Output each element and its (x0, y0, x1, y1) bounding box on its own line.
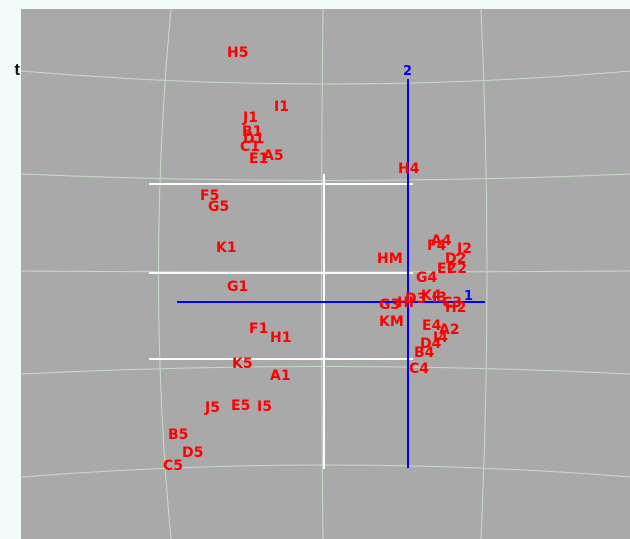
cut-off-text: t (14, 60, 20, 79)
point-label: D5 (182, 445, 204, 461)
point-label: C2 (447, 261, 468, 277)
grid-line (21, 366, 630, 375)
point-label: KM (379, 314, 404, 330)
point-label: K5 (232, 356, 253, 372)
point-label: H4 (398, 161, 420, 177)
coordinate-axes (177, 79, 485, 468)
point-label: J2 (457, 241, 472, 257)
point-label: D3 (405, 291, 427, 307)
point-label: HM (377, 251, 403, 267)
axis-1-label: 1 (464, 289, 474, 304)
point-label: D2 (445, 251, 467, 267)
grid-line (21, 464, 630, 478)
grid-line (21, 270, 630, 273)
point-label: G1 (227, 279, 249, 295)
point-label: A5 (263, 148, 284, 164)
point-label: F5 (200, 188, 220, 204)
point-label: C3 (442, 295, 463, 311)
white-highlight-lines (149, 174, 413, 469)
point-label: J1 (243, 110, 258, 126)
point-label: H5 (227, 45, 249, 61)
graphics-viewport[interactable]: 2 1 H5 I1 J1 B1 D1 C1 E1 A5 H4 F5 G5 K1 … (21, 9, 630, 539)
axis-2-label: 2 (403, 64, 413, 79)
point-label: A1 (270, 368, 291, 384)
point-label: E1 (249, 151, 269, 167)
point-label: D4 (420, 336, 442, 352)
point-label: E4 (422, 318, 442, 334)
point-label: C1 (240, 139, 261, 155)
point-label: H2 (445, 300, 467, 316)
point-label: B4 (414, 345, 435, 361)
grid-and-axes (21, 9, 630, 539)
point-label: B5 (168, 427, 189, 443)
point-label: B1 (242, 124, 263, 140)
point-label: K1 (216, 240, 237, 256)
point-label: I4 (433, 330, 448, 346)
point-label: I5 (257, 399, 272, 415)
point-label: F1 (249, 321, 269, 337)
point-label: I3 (432, 290, 447, 306)
point-label: F4 (427, 238, 447, 254)
point-label: C5 (163, 458, 184, 474)
point-label: HI (397, 295, 414, 311)
point-label: D1 (243, 131, 265, 147)
grid-line (21, 173, 630, 181)
point-label: G4 (416, 270, 438, 286)
point-label: A2 (439, 322, 460, 338)
point-label: H1 (270, 330, 292, 346)
point-label: G5 (208, 199, 230, 215)
point-label: K4 (421, 288, 442, 304)
grid-line (480, 9, 488, 539)
grid-line (21, 70, 630, 85)
point-label: E5 (231, 398, 251, 414)
point-label: G3 (379, 297, 401, 313)
point-label: A4 (431, 233, 452, 249)
point-label: C4 (409, 361, 430, 377)
point-label: I1 (274, 99, 289, 115)
point-label: J5 (205, 400, 220, 416)
point-label: E2 (437, 261, 457, 277)
